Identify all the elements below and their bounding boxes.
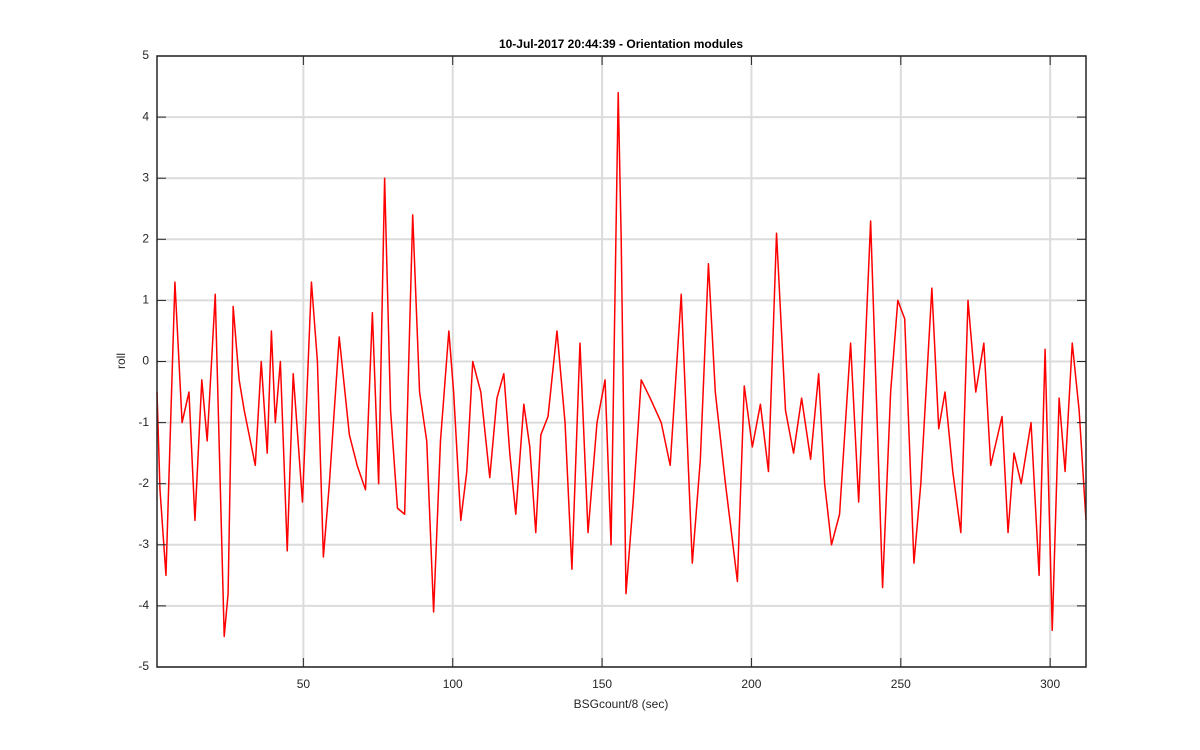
- x-tick-label: 50: [297, 677, 311, 691]
- y-tick-label: 0: [142, 354, 149, 368]
- y-tick-label: -5: [138, 659, 149, 673]
- y-tick-label: -4: [138, 598, 149, 612]
- y-tick-label: 4: [142, 109, 149, 123]
- data-line: [156, 91, 1087, 638]
- chart-title: 10-Jul-2017 20:44:39 - Orientation modul…: [499, 37, 743, 51]
- y-tick-label: 3: [142, 170, 149, 184]
- y-tick-label: 1: [142, 293, 149, 307]
- y-tick-label: -2: [138, 476, 149, 490]
- y-tick-label: -3: [138, 537, 149, 551]
- y-tick-label: -1: [138, 415, 149, 429]
- x-tick-label: 250: [891, 677, 911, 691]
- x-tick-label: 200: [741, 677, 761, 691]
- y-tick-label: 2: [142, 231, 149, 245]
- y-tick-label: 5: [142, 48, 149, 62]
- x-tick-label: 300: [1040, 677, 1060, 691]
- x-axis-label: BSGcount/8 (sec): [574, 697, 669, 711]
- y-axis-label: roll: [114, 353, 128, 369]
- x-tick-label: 100: [443, 677, 463, 691]
- x-tick-label: 150: [592, 677, 612, 691]
